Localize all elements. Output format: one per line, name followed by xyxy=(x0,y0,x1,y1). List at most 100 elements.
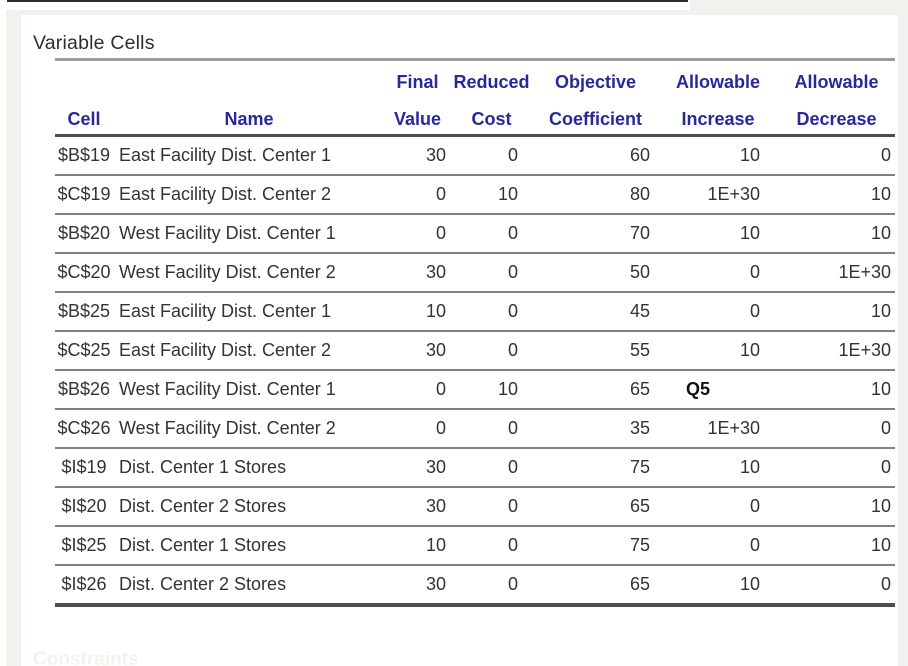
frame-top-right xyxy=(690,0,908,12)
name-value: East Facility Dist. Center 1 xyxy=(113,292,385,332)
header-objective: Coefficient xyxy=(533,97,658,137)
reduced-cost-value: 0 xyxy=(450,292,533,332)
table-row: $B$20 West Facility Dist. Center 1 0 0 70 10 1… xyxy=(55,214,895,254)
cell-value: $I$25 xyxy=(55,526,113,566)
objective-coefficient-value: 50 xyxy=(533,253,658,293)
allowable-decrease-value: 10 xyxy=(778,292,895,332)
objective-coefficient-value: 75 xyxy=(533,526,658,566)
table-body: $B$19 East Facility Dist. Center 1 30 0 60 10… xyxy=(55,135,895,607)
allowable-increase-value: 10 xyxy=(658,565,778,607)
reduced-cost-value: 0 xyxy=(450,565,533,607)
cell-value: $I$20 xyxy=(55,487,113,527)
cell-value: $I$26 xyxy=(55,565,113,607)
final-value-value: 0 xyxy=(385,214,450,254)
header-cell: Cell xyxy=(55,97,113,137)
table-row: $B$26 West Facility Dist. Center 1 0 10 65 Q5… xyxy=(55,370,895,410)
header-increase-top: Allowable xyxy=(675,72,760,92)
objective-coefficient-value: 65 xyxy=(533,487,658,527)
allowable-increase-value: 0 xyxy=(658,292,778,332)
allowable-decrease-value: 0 xyxy=(778,448,895,488)
final-value-value: 30 xyxy=(385,253,450,293)
cell-value: $I$19 xyxy=(55,448,113,488)
header-cell-top xyxy=(55,63,113,97)
reduced-cost-value: 10 xyxy=(450,370,533,410)
objective-coefficient-value: 70 xyxy=(533,214,658,254)
frame-right-strip xyxy=(898,0,908,666)
header-final: Value xyxy=(385,97,450,137)
reduced-cost-value: 0 xyxy=(450,448,533,488)
name-value: Dist. Center 1 Stores xyxy=(113,526,385,566)
allowable-decrease-value: 10 xyxy=(778,370,895,410)
cell-value: $C$25 xyxy=(55,331,113,371)
objective-coefficient-value: 55 xyxy=(533,331,658,371)
table-row: $C$19 East Facility Dist. Center 2 0 10 80 1E… xyxy=(55,175,895,215)
name-value: West Facility Dist. Center 2 xyxy=(113,409,385,449)
allowable-decrease-value: 10 xyxy=(778,175,895,215)
faint-cropped-text: Constraints xyxy=(33,649,139,666)
final-value-value: 30 xyxy=(385,565,450,607)
reduced-cost-value: 0 xyxy=(450,526,533,566)
name-value: Dist. Center 2 Stores xyxy=(113,565,385,607)
table-row: $C$25 East Facility Dist. Center 2 30 0 55 10… xyxy=(55,331,895,371)
name-value: Dist. Center 2 Stores xyxy=(113,487,385,527)
final-value-value: 10 xyxy=(385,292,450,332)
window-edge-line xyxy=(7,0,688,2)
name-value: East Facility Dist. Center 2 xyxy=(113,331,385,371)
variable-cells-table: Final Reduced Objective Allowable Allowa… xyxy=(55,63,895,607)
cell-value: $B$19 xyxy=(55,135,113,176)
final-value-value: 0 xyxy=(385,175,450,215)
table-row: $I$26 Dist. Center 2 Stores 30 0 65 10 0 xyxy=(55,565,895,607)
allowable-decrease-value: 1E+30 xyxy=(778,331,895,371)
header-name-top xyxy=(113,63,385,97)
allowable-decrease-value: 0 xyxy=(778,409,895,449)
name-value: East Facility Dist. Center 2 xyxy=(113,175,385,215)
allowable-increase-value: 0 xyxy=(658,487,778,527)
allowable-decrease-value: 0 xyxy=(778,565,895,607)
header-increase: Increase xyxy=(658,97,778,137)
allowable-decrease-value: 10 xyxy=(778,487,895,527)
reduced-cost-value: 0 xyxy=(450,331,533,371)
allowable-increase-value: 10 xyxy=(658,448,778,488)
table-row: $C$20 West Facility Dist. Center 2 30 0 50 0 1… xyxy=(55,253,895,293)
allowable-increase-value: 1E+30 xyxy=(658,175,778,215)
section-title: Variable Cells xyxy=(33,32,155,54)
objective-coefficient-value: 75 xyxy=(533,448,658,488)
annotation-cell: Q5 xyxy=(658,370,778,410)
final-value-value: 0 xyxy=(385,370,450,410)
allowable-decrease-value: 1E+30 xyxy=(778,253,895,293)
header-name: Name xyxy=(113,97,385,137)
table-row: $I$25 Dist. Center 1 Stores 10 0 75 0 10 xyxy=(55,526,895,566)
objective-coefficient-value: 35 xyxy=(533,409,658,449)
header-reduced: Cost xyxy=(450,97,533,137)
allowable-increase-value: 1E+30 xyxy=(658,409,778,449)
name-value: Dist. Center 1 Stores xyxy=(113,448,385,488)
frame-left-strip xyxy=(6,12,21,666)
final-value-value: 0 xyxy=(385,409,450,449)
name-value: West Facility Dist. Center 2 xyxy=(113,253,385,293)
reduced-cost-value: 0 xyxy=(450,253,533,293)
frame-top-band xyxy=(6,10,908,15)
cell-value: $C$20 xyxy=(55,253,113,293)
cell-value: $B$25 xyxy=(55,292,113,332)
allowable-increase-value: 10 xyxy=(658,214,778,254)
final-value-value: 30 xyxy=(385,331,450,371)
cell-value: $B$20 xyxy=(55,214,113,254)
final-value-value: 30 xyxy=(385,135,450,176)
name-value: East Facility Dist. Center 1 xyxy=(113,135,385,176)
reduced-cost-value: 10 xyxy=(450,175,533,215)
final-value-value: 30 xyxy=(385,448,450,488)
header-objective-top: Objective xyxy=(554,72,637,92)
allowable-increase-value: 0 xyxy=(658,253,778,293)
objective-coefficient-value: 65 xyxy=(533,370,658,410)
table-row: $B$25 East Facility Dist. Center 1 10 0 45 0 1… xyxy=(55,292,895,332)
top-edge-strip xyxy=(0,0,690,10)
cell-value: $C$19 xyxy=(55,175,113,215)
final-value-value: 10 xyxy=(385,526,450,566)
final-value-value: 30 xyxy=(385,487,450,527)
reduced-cost-value: 0 xyxy=(450,135,533,176)
header-decrease: Decrease xyxy=(778,97,895,137)
allowable-increase-value: 10 xyxy=(658,331,778,371)
table-row: $I$20 Dist. Center 2 Stores 30 0 65 0 10 xyxy=(55,487,895,527)
allowable-increase-value: 10 xyxy=(658,135,778,176)
